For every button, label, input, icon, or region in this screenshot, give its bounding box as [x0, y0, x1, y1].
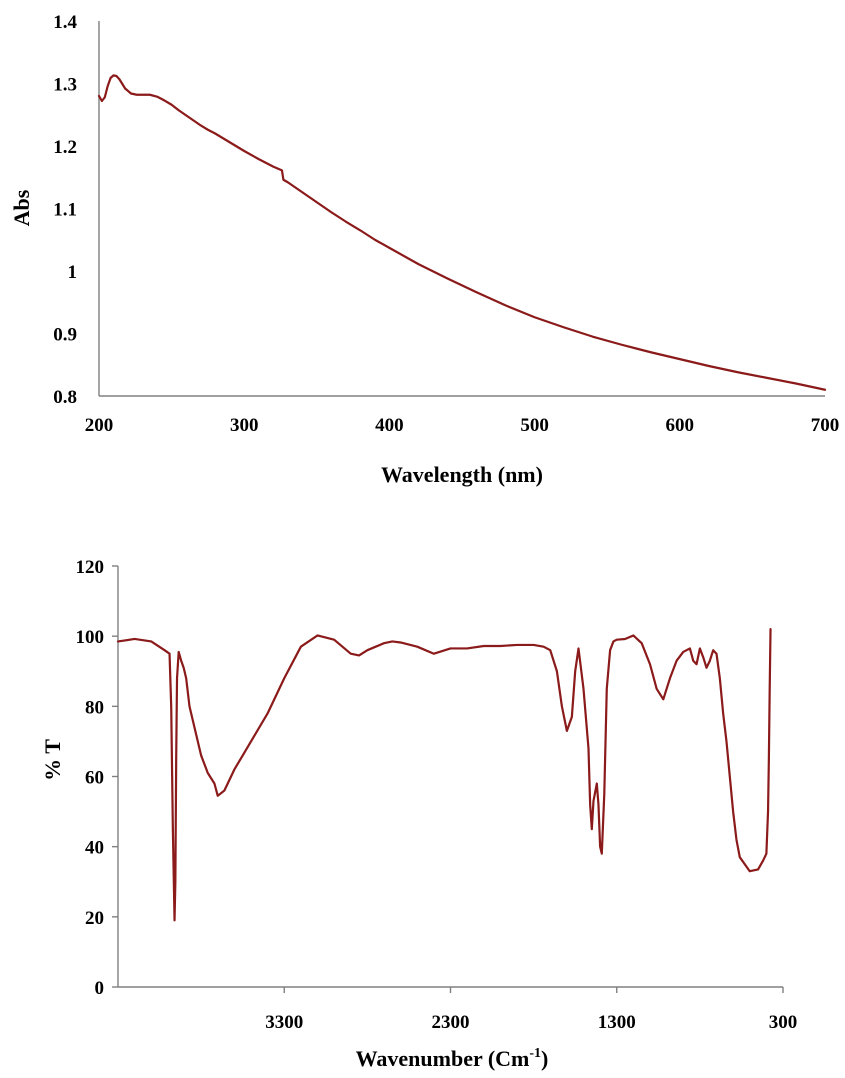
uv-vis-y-tick-labels: 0.8 0.9 1 1.1 1.2 1.3 1.4 [53, 12, 77, 408]
uv-vis-x-tick-label: 700 [811, 415, 840, 436]
uv-vis-absorbance-chart: 0.8 0.9 1 1.1 1.2 1.3 1.4 200 300 400 500 600 700 W… [9, 12, 839, 487]
uv-vis-x-tick-label: 400 [375, 415, 404, 436]
ftir-y-tick-label: 40 [85, 838, 104, 859]
ftir-y-tick-label: 100 [76, 627, 105, 648]
ftir-y-tick-label: 80 [85, 697, 104, 718]
ftir-y-tick-label: 20 [85, 908, 104, 929]
ftir-plot-area [116, 628, 772, 922]
uv-vis-x-tick-label: 300 [230, 415, 259, 436]
ftir-x-axis-label-main: Wavenumber (Cm [356, 1046, 530, 1071]
uv-vis-y-tick-label: 1.2 [53, 137, 77, 158]
ftir-series-line [116, 628, 772, 922]
ftir-x-tick-label: 1300 [598, 1012, 636, 1033]
uv-vis-y-tick-label: 0.8 [53, 387, 77, 408]
uv-vis-axes [98, 21, 825, 397]
ftir-y-tick-labels: 0 20 40 60 80 100 120 [76, 557, 105, 999]
ftir-axes [112, 565, 784, 993]
uv-vis-x-axis-label: Wavelength (nm) [381, 462, 543, 487]
ftir-x-tick-labels: 3300 2300 1300 300 [265, 1012, 797, 1033]
uv-vis-x-tick-label: 200 [85, 415, 114, 436]
ftir-y-tick-label: 0 [95, 978, 105, 999]
ftir-x-tick-label: 300 [769, 1012, 798, 1033]
uv-vis-series-line [97, 74, 827, 391]
uv-vis-y-tick-label: 1 [68, 262, 78, 283]
uv-vis-y-tick-label: 0.9 [53, 325, 77, 346]
uv-vis-y-tick-label: 1.4 [53, 12, 77, 33]
ftir-transmittance-chart: 0 20 40 60 80 100 120 3300 2300 1300 300 Wavenumb… [40, 557, 797, 1071]
uv-vis-x-tick-label: 500 [520, 415, 549, 436]
uv-vis-plot-area [97, 74, 827, 391]
uv-vis-y-tick-label: 1.1 [53, 200, 77, 221]
ftir-x-axis-label: Wavenumber (Cm-1) [356, 1046, 549, 1071]
ftir-x-tick-label: 2300 [432, 1012, 470, 1033]
ftir-x-axis-label-tail: ) [541, 1046, 548, 1071]
uv-vis-y-tick-label: 1.3 [53, 75, 77, 96]
ftir-y-axis-label: % T [40, 739, 65, 781]
uv-vis-x-tick-label: 600 [666, 415, 695, 436]
ftir-x-axis-label-superscript: -1 [529, 1046, 541, 1061]
uv-vis-x-tick-labels: 200 300 400 500 600 700 [85, 415, 840, 436]
ftir-y-tick-label: 120 [76, 557, 105, 578]
ftir-x-tick-label: 3300 [265, 1012, 303, 1033]
uv-vis-y-axis-label: Abs [9, 189, 34, 226]
ftir-y-tick-label: 60 [85, 768, 104, 789]
